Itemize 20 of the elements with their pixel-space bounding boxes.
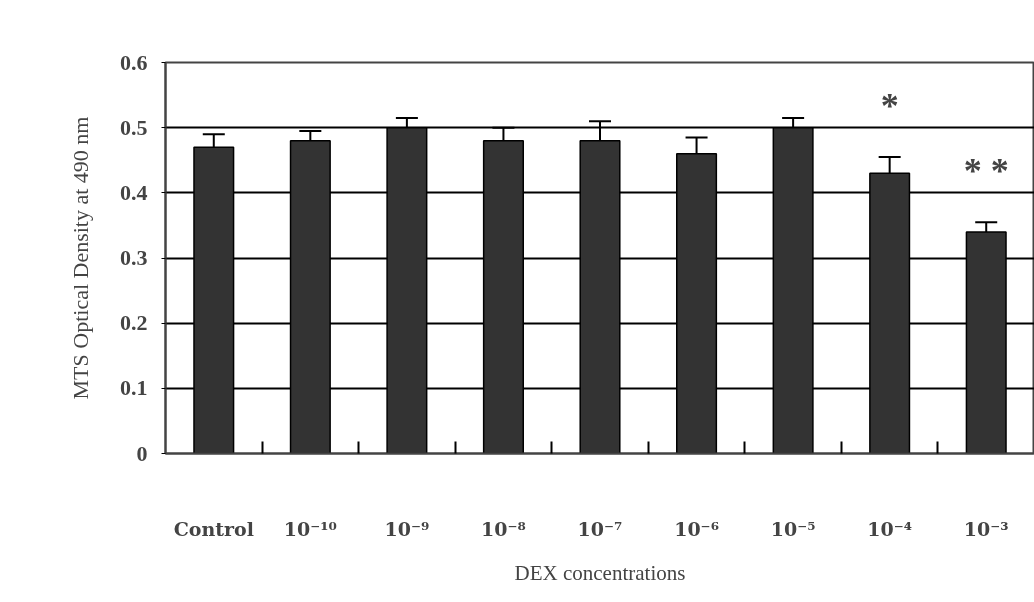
y-axis-title: MTS Optical Density at 490 nm <box>68 116 93 400</box>
y-tick-label: 0.4 <box>120 179 148 205</box>
x-tick-label: 10⁻⁵ <box>770 517 816 540</box>
x-tick-label: 10⁻¹⁰ <box>283 517 337 540</box>
x-tick-label: Control <box>173 517 254 540</box>
x-tick-label: 10⁻⁷ <box>577 517 623 540</box>
x-tick-label: 10⁻³ <box>963 517 1009 540</box>
y-tick-label: 0 <box>136 440 148 466</box>
x-axis-title: DEX concentrations <box>514 560 686 585</box>
y-tick-label: 0.3 <box>120 245 148 270</box>
x-tick-label: 10⁻⁴ <box>867 517 913 540</box>
annotation: * <box>880 86 899 127</box>
x-tick-label: 10⁻⁸ <box>481 517 526 540</box>
annotation: * * <box>963 151 1009 192</box>
x-tick-label: 10⁻⁹ <box>384 517 430 540</box>
y-tick-label: 0.2 <box>120 310 148 336</box>
x-tick-label: 10⁻⁶ <box>674 517 719 540</box>
y-tick-label: 0.6 <box>120 49 148 75</box>
y-tick-label: 0.5 <box>120 114 148 140</box>
y-tick-label: 0.1 <box>120 375 148 401</box>
